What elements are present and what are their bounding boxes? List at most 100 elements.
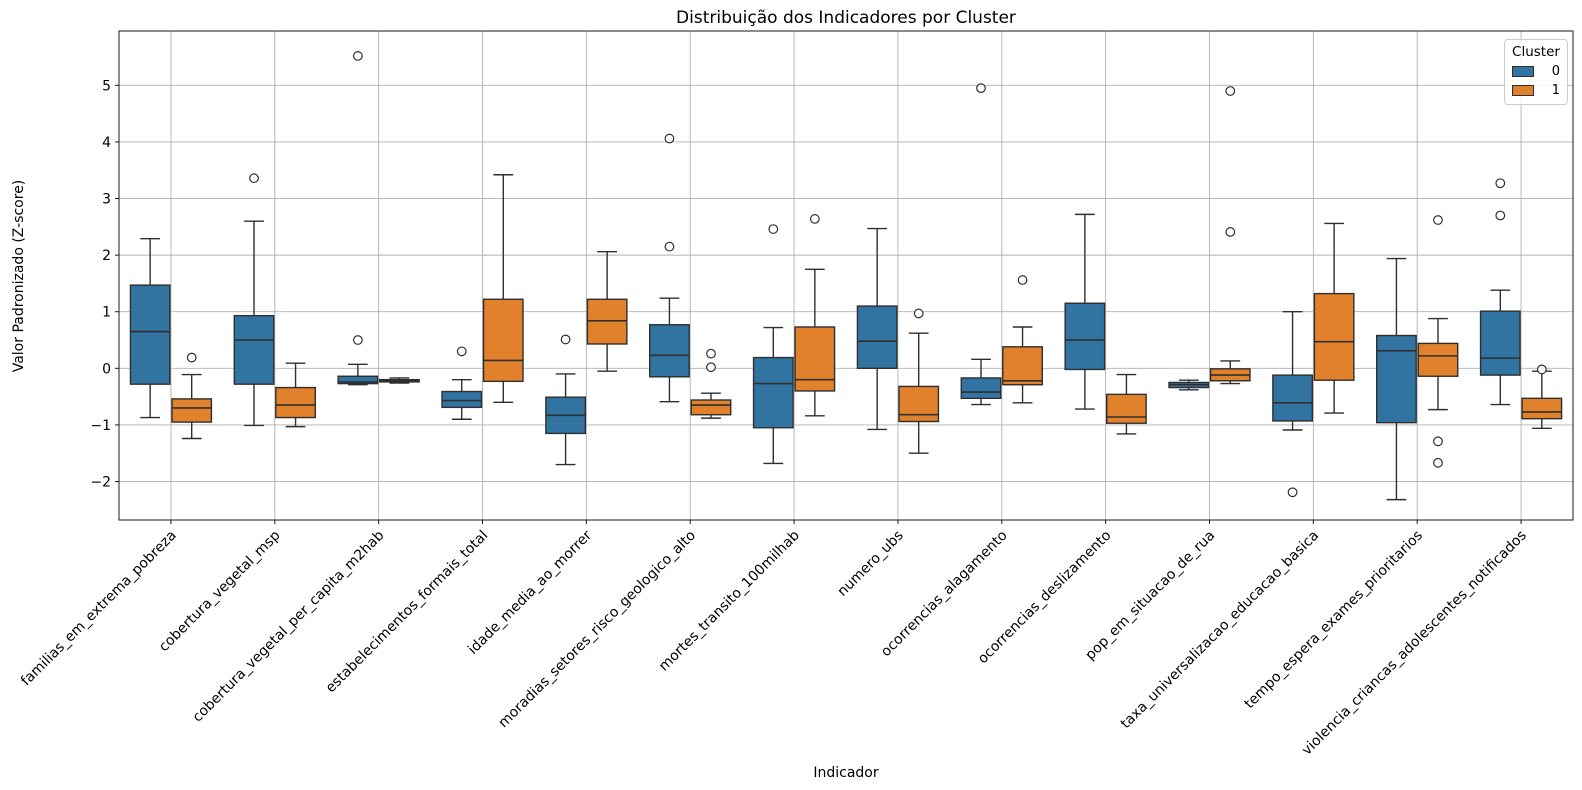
box-cluster0-numero_ubs [856,227,898,431]
legend-label-cluster-0: 0 [1551,64,1560,79]
y-axis-label: Valor Padronizado (Z-score) [11,180,27,373]
iqr-box [1313,292,1355,381]
x-tick-label: tempo_espera_exames_prioritarios [1241,528,1426,713]
iqr-box [482,298,524,383]
x-tick-label: cobertura_vegetal_msp [156,527,284,655]
y-tick-label: 4 [102,135,111,151]
iqr-box [898,385,940,423]
box-cluster0-mortes_transito_100milhab [752,224,794,465]
box-cluster0-violencia_criancas_adolescentes_notificados [1479,178,1521,406]
outlier-point [1433,457,1443,468]
box-cluster0-familias_em_extrema_pobreza [129,238,171,419]
y-tick-label: 0 [102,361,111,377]
iqr-box [752,356,794,429]
box-cluster1-pop_em_situacao_de_rua [1209,86,1251,385]
legend-entry-cluster-1: 1 [1512,83,1560,98]
box-cluster0-cobertura_vegetal_msp [233,173,275,427]
outlier-point [456,346,467,357]
x-tick-label: cobertura_vegetal_per_capita_m2hab [190,527,388,725]
iqr-box [129,284,171,385]
x-tick-label: violencia_criancas_adolescentes_notifica… [1299,528,1530,759]
iqr-box [441,390,483,409]
legend-swatch-cluster-1 [1512,85,1534,96]
x-tick-label: familias_em_extrema_pobreza [18,528,180,690]
outlier-point [1433,215,1443,225]
outlier-point [1017,275,1028,285]
box-cluster1-taxa_universalizacao_educacao_basica [1313,222,1355,414]
box-cluster1-cobertura_vegetal_msp [275,362,316,428]
box-cluster0-moradias_setores_risco_geologico_alto [649,133,690,403]
iqr-box [856,305,898,370]
iqr-box [337,375,379,385]
box-cluster1-numero_ubs [898,308,940,454]
outlier-point [768,224,779,234]
box-cluster1-mortes_transito_100milhab [794,214,836,417]
box-cluster1-moradias_setores_risco_geologico_alto [690,348,732,419]
x-tick-label: taxa_universalizacao_educacao_basica [1118,528,1322,732]
y-tick-label: 1 [102,305,111,321]
legend-entry-cluster-0: 0 [1512,64,1560,79]
x-tick-label: numero_ubs [835,528,907,600]
iqr-box [1521,397,1563,420]
y-tick-label: 2 [102,248,111,264]
iqr-box [1105,393,1147,424]
iqr-box [794,326,836,392]
box-cluster0-idade_media_ao_morrer [545,334,587,466]
outlier-point [352,51,363,61]
box-cluster0-taxa_universalizacao_educacao_basica [1272,311,1314,498]
outlier-point [1495,210,1506,221]
box-cluster1-ocorrencias_deslizamento [1105,373,1147,435]
legend-label-cluster-1: 1 [1551,83,1560,98]
legend: Cluster 0 1 [1504,39,1568,105]
iqr-box [275,386,316,419]
iqr-box [690,399,732,416]
box-cluster0-ocorrencias_alagamento [960,83,1002,406]
iqr-box [960,377,1002,400]
outlier-point [1287,487,1298,498]
y-tick-label: 5 [102,78,111,94]
outlier-point [186,352,197,363]
legend-swatch-cluster-0 [1512,66,1534,77]
box-cluster1-familias_em_extrema_pobreza [171,352,213,440]
iqr-box [586,298,628,345]
x-tick-label: estabelecimentos_formais_total [323,528,492,697]
box-cluster1-estabelecimentos_formais_total [482,174,524,403]
box-cluster0-cobertura_vegetal_per_capita_m2hab [337,51,379,386]
box-cluster1-idade_media_ao_morrer [586,251,628,372]
iqr-box [1064,302,1106,371]
outlier-point [249,173,259,184]
iqr-box [1272,374,1314,422]
y-tick-label: 3 [102,192,111,208]
box-cluster0-tempo_espera_exames_prioritarios [1376,257,1417,501]
box-cluster0-pop_em_situacao_de_rua [1168,379,1210,391]
iqr-box [233,314,275,385]
outlier-point [664,133,675,144]
y-tick-label: −1 [90,418,111,434]
box-cluster1-violencia_criancas_adolescentes_notificados [1521,364,1563,430]
outlier-point [706,348,716,359]
iqr-box [1002,346,1043,386]
iqr-box [1417,342,1459,377]
outlier-point [1225,86,1236,96]
iqr-box [171,398,213,423]
box-cluster1-tempo_espera_exames_prioritarios [1417,215,1459,468]
outlier-point [1225,227,1236,237]
outlier-point [664,241,675,252]
outlier-point [1536,364,1547,375]
x-tick-label: moradias_setores_risco_geologico_alto [496,528,700,732]
outlier-point [706,362,716,373]
page-title: Distribuição dos Indicadores por Cluster [676,8,1016,28]
box-cluster0-estabelecimentos_formais_total [441,346,483,420]
box-cluster1-cobertura_vegetal_per_capita_m2hab [378,377,420,384]
iqr-box [649,324,690,378]
x-axis-label: Indicador [813,765,879,781]
outlier-point [913,308,924,319]
iqr-box [1479,310,1521,376]
legend-title: Cluster [1512,44,1560,60]
outlier-point [809,214,820,224]
y-tick-label: −2 [90,475,111,491]
outlier-point [1433,436,1443,447]
box-cluster0-ocorrencias_deslizamento [1064,213,1106,410]
